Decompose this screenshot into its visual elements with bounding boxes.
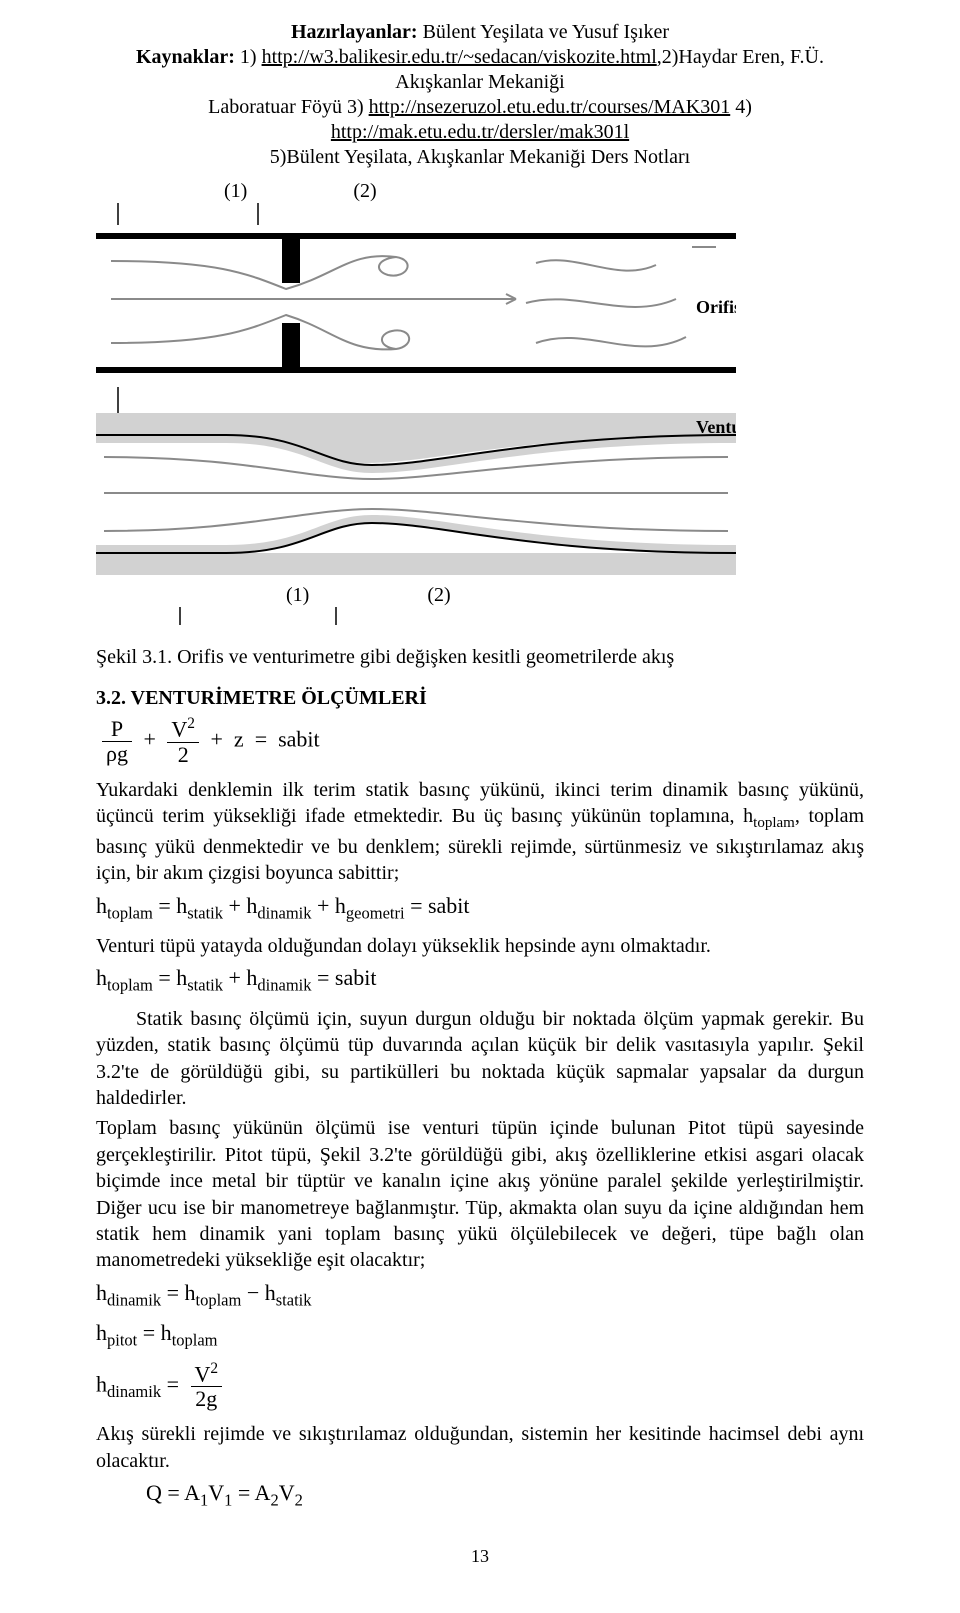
marker-2-top: (2)	[353, 180, 376, 203]
marker-2-bottom: (2)	[427, 584, 450, 607]
venturi-label-svg: Venturi	[696, 417, 736, 437]
plus-2: +	[211, 726, 223, 751]
header-line-3: Laboratuar Föyü 3) http://nsezeruzol.etu…	[96, 95, 864, 145]
equation-bernoulli: P ρg + V2 2 + z = sabit	[96, 716, 864, 767]
equation-htoplam-full: htoplam = hstatik + hdinamik + hgeometri…	[96, 893, 864, 923]
header-line3-mid: 4)	[730, 96, 752, 118]
marker-1-top: (1)	[224, 180, 247, 203]
header-line-4: 5)Bülent Yeşilata, Akışkanlar Mekaniği D…	[96, 145, 864, 170]
header-line3-before: Laboratuar Föyü 3)	[208, 96, 369, 118]
equation-htoplam-short: htoplam = hstatik + hdinamik = sabit	[96, 965, 864, 995]
frac-num-2: V2	[167, 716, 199, 743]
para1-sub: toplam	[753, 815, 795, 831]
frac-den: ρg	[102, 742, 132, 766]
para3a-text: Statik basınç ölçümü için, suyun durgun …	[96, 1006, 864, 1112]
paragraph-3: Statik basınç ölçümü için, suyun durgun …	[96, 1006, 864, 1274]
header-authors: Bülent Yeşilata ve Yusuf Işıker	[418, 21, 669, 43]
sabit-1: sabit	[278, 726, 320, 751]
header-line-1: Hazırlayanlar: Bülent Yeşilata ve Yusuf …	[96, 20, 864, 45]
figure-3-1: (1) (2)	[96, 180, 864, 636]
figure-top-markers: (1) (2)	[96, 180, 864, 203]
page: Hazırlayanlar: Bülent Yeşilata ve Yusuf …	[0, 0, 960, 1607]
document-header: Hazırlayanlar: Bülent Yeşilata ve Yusuf …	[96, 20, 864, 170]
bottom-marker-ticks	[96, 607, 736, 631]
frac-V2-over-2g: V2 2g	[191, 1361, 223, 1412]
frac-num: P	[102, 717, 132, 742]
paragraph-2: Venturi tüpü yatayda olduğundan dolayı y…	[96, 933, 864, 959]
flow-diagram-svg: Orifis	[96, 203, 736, 593]
page-number: 13	[96, 1546, 864, 1567]
header-sources-label: Kaynaklar:	[136, 46, 235, 68]
frac-V2-over-2: V2 2	[167, 716, 199, 767]
equation-hdinamik: hdinamik = htoplam − hstatik	[96, 1280, 864, 1310]
header-link-3: http://mak.etu.edu.tr/dersler/mak301l	[331, 121, 629, 143]
equation-hpitot: hpitot = htoplam	[96, 1320, 864, 1350]
frac-P-over-rhog: P ρg	[102, 717, 132, 766]
section-heading: 3.2. VENTURİMETRE ÖLÇÜMLERİ	[96, 687, 864, 710]
paragraph-4: Akış sürekli rejimde ve sıkıştırılamaz o…	[96, 1421, 864, 1474]
equation-continuity: Q = A1V1 = A2V2	[96, 1480, 864, 1510]
para2-text: Venturi tüpü yatayda olduğundan dolayı y…	[96, 933, 864, 959]
para1-a: Yukardaki denklemin ilk terim statik bas…	[96, 779, 864, 827]
header-authors-label: Hazırlayanlar:	[291, 21, 418, 43]
marker-1-bottom: (1)	[286, 584, 309, 607]
figure-caption: Şekil 3.1. Orifis ve venturimetre gibi d…	[96, 646, 864, 669]
header-line2-before: 1)	[235, 46, 262, 68]
eq-sign: =	[255, 726, 267, 751]
header-line-2: Kaynaklar: 1) http://w3.balikesir.edu.tr…	[96, 45, 864, 95]
para4-text: Akış sürekli rejimde ve sıkıştırılamaz o…	[96, 1421, 864, 1474]
paragraph-1: Yukardaki denklemin ilk terim statik bas…	[96, 777, 864, 887]
equation-hdinamik-v2-2g: hdinamik = V2 2g	[96, 1361, 864, 1412]
plus-1: +	[143, 726, 155, 751]
para3b-text: Toplam basınç yükünün ölçümü ise venturi…	[96, 1115, 864, 1273]
header-link-1: http://w3.balikesir.edu.tr/~sedacan/visk…	[262, 46, 657, 68]
orifis-label-svg: Orifis	[696, 297, 736, 317]
z-term: z	[234, 726, 244, 751]
frac-den-2: 2	[167, 743, 199, 767]
header-link-2: http://nsezeruzol.etu.edu.tr/courses/MAK…	[369, 96, 731, 118]
